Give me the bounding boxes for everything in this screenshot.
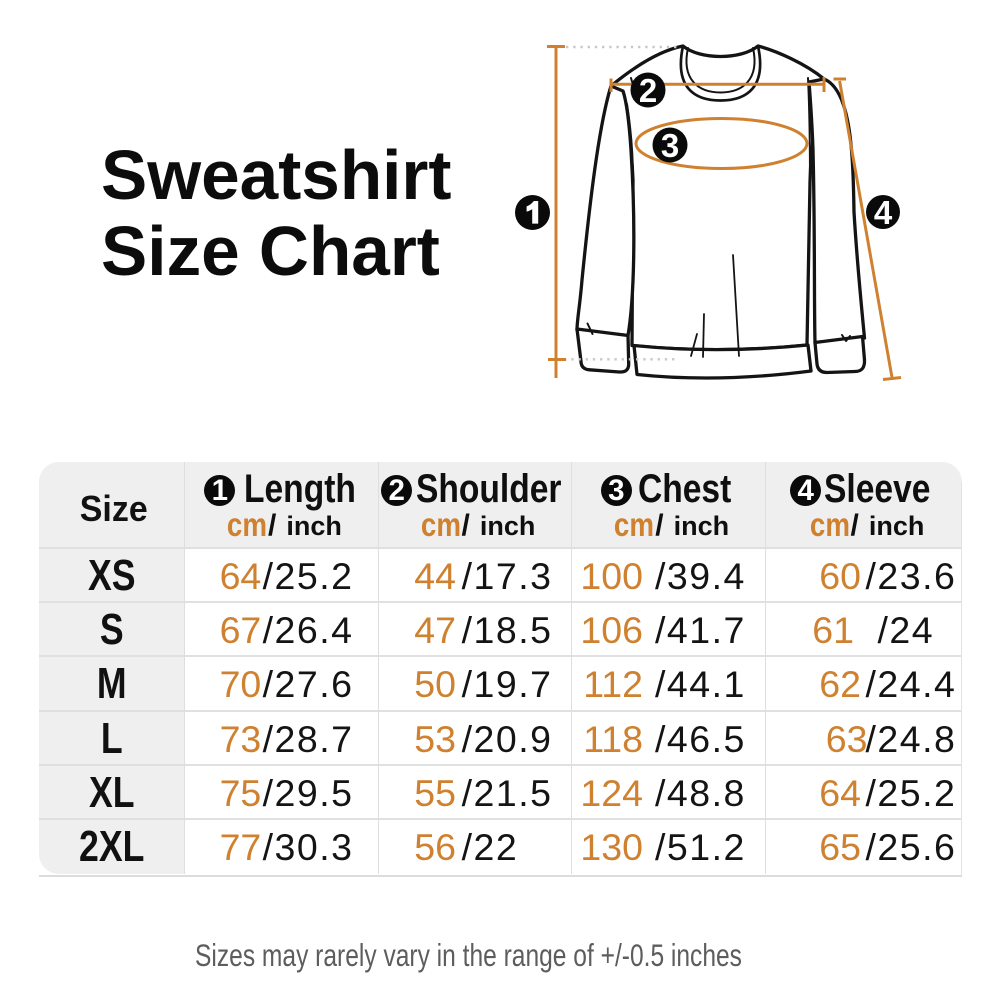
svg-text:3: 3 xyxy=(661,127,679,164)
svg-text:4: 4 xyxy=(874,194,893,231)
svg-text:2: 2 xyxy=(639,72,657,109)
